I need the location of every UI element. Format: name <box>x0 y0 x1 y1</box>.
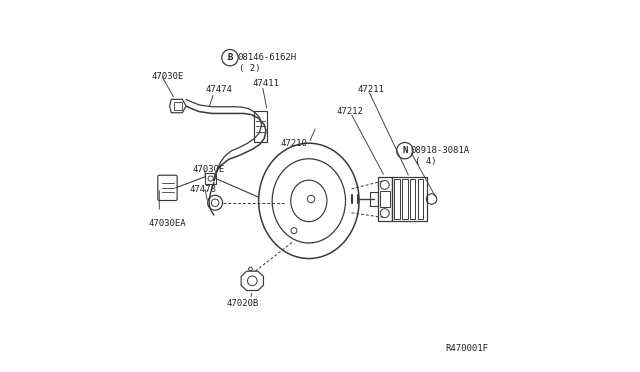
Bar <box>418 179 423 219</box>
Text: 47474: 47474 <box>205 85 232 94</box>
Text: 08146-6162H: 08146-6162H <box>237 53 296 62</box>
Text: 47478: 47478 <box>189 185 216 194</box>
Text: ( 4): ( 4) <box>415 157 436 166</box>
Text: 47212: 47212 <box>337 107 364 116</box>
Text: N: N <box>402 146 408 155</box>
Text: 47030E: 47030E <box>152 72 184 81</box>
Bar <box>394 179 399 219</box>
Bar <box>392 177 427 221</box>
Text: 47020B: 47020B <box>227 299 259 308</box>
Text: 47030EA: 47030EA <box>149 219 186 228</box>
Bar <box>402 179 408 219</box>
Text: R470001F: R470001F <box>445 344 489 353</box>
Bar <box>205 173 216 184</box>
Text: ( 2): ( 2) <box>239 64 260 73</box>
Bar <box>174 102 182 110</box>
Text: 08918-3081A: 08918-3081A <box>410 146 469 155</box>
Bar <box>378 177 392 221</box>
Bar <box>380 191 390 207</box>
Text: 47411: 47411 <box>252 79 279 88</box>
Text: B: B <box>227 53 233 62</box>
Text: 47030E: 47030E <box>193 165 225 174</box>
Text: 47210: 47210 <box>281 139 308 148</box>
Text: 47211: 47211 <box>358 85 385 94</box>
Bar <box>254 111 267 142</box>
Bar <box>410 179 415 219</box>
